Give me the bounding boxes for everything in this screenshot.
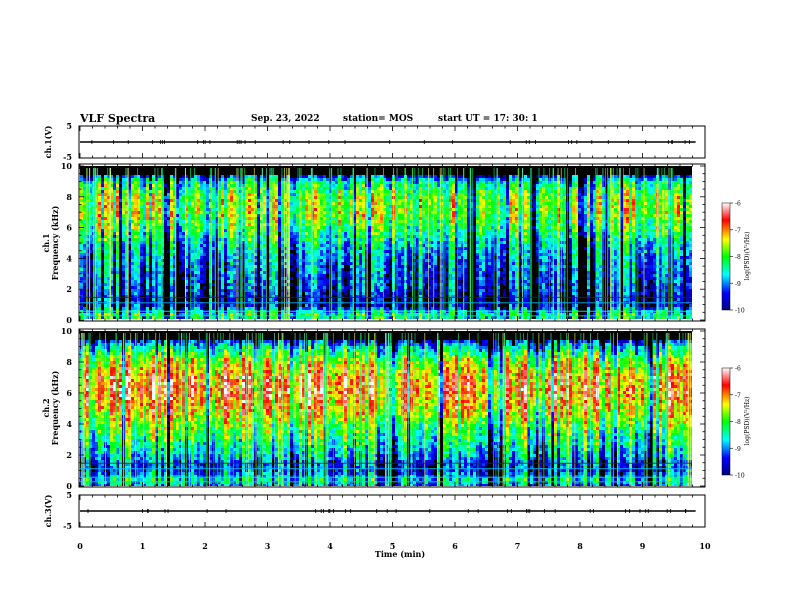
x-tick-label: 3 [265, 541, 271, 551]
y-tick-label: 0 [66, 315, 72, 325]
y-tick-label: -5 [63, 152, 72, 162]
colorbar-tick-label: -9 [735, 446, 741, 453]
ch1-colorbar-gradient [721, 202, 731, 311]
x-tick-label: 6 [452, 541, 458, 551]
colorbar-tick-label: -8 [735, 254, 741, 261]
y-tick-label: 6 [66, 388, 72, 398]
colorbar-tick-label: -6 [735, 201, 741, 208]
colorbar-tick-label: -7 [735, 227, 741, 234]
start-time-label: start UT = 17: 30: 1 [438, 114, 538, 124]
ch1-spec-ylabel-1: ch.1 [41, 233, 51, 252]
ch1-voltage-frame [78, 125, 706, 159]
x-tick-label: 8 [577, 541, 583, 551]
y-tick-label: 4 [66, 253, 72, 263]
chart-title: VLF Spectra [80, 112, 156, 125]
y-tick-label: 2 [66, 450, 72, 460]
ch2-spec-ylabel-1: ch.2 [41, 398, 51, 417]
x-tick-label: 4 [327, 541, 333, 551]
station-label: station= MOS [343, 114, 414, 124]
ch2-spectrogram-frame [78, 328, 706, 488]
ch3-voltage-trace [80, 509, 696, 513]
ch1-voltage-trace [80, 140, 696, 144]
ch1-volt-ylabel: ch.1(V) [43, 125, 53, 158]
x-tick-label: 7 [515, 541, 521, 551]
x-axis-label: Time (min) [375, 549, 425, 559]
ch1-spec-ylabel-2: Frequency (kHz) [50, 205, 60, 280]
colorbar-ticks: -6 -7 -8 -9 -10 -6 -7 -8 -9 -10 [730, 201, 745, 480]
colorbar-tick-label: -6 [735, 366, 741, 373]
x-tick-label: 5 [390, 541, 396, 551]
x-tick-label: 0 [77, 541, 83, 551]
ch1-spectrogram-frame [78, 163, 706, 322]
ch2-colorbar-gradient [721, 367, 731, 476]
y-tick-label: 10 [61, 326, 73, 336]
colorbar-tick-label: -9 [735, 281, 741, 288]
ch3-volt-ylabel: ch.3(V) [43, 494, 53, 527]
x-tick-label: 9 [640, 541, 646, 551]
y-tick-label: 8 [66, 192, 72, 202]
x-tick-label: 2 [202, 541, 208, 551]
y-tick-label: 0 [66, 481, 72, 491]
x-tick-label: 10 [699, 541, 711, 551]
colorbar-tick-label: -10 [735, 473, 745, 480]
y-tick-label: 5 [66, 121, 72, 131]
ch2-spectrogram [80, 331, 692, 486]
ch1-colorbar-label: log(PSD)(V²/Hz) [744, 232, 751, 281]
y-tick-label: 4 [66, 419, 72, 429]
colorbar-tick-label: -7 [735, 392, 741, 399]
date-label: Sep. 23, 2022 [251, 114, 320, 124]
y-tick-label: -5 [63, 521, 72, 531]
ch1-spectrogram [80, 166, 692, 319]
y-tick-label: 10 [61, 161, 73, 171]
colorbar-tick-label: -8 [735, 419, 741, 426]
y-tick-label: 5 [66, 490, 72, 500]
y-tick-label: 6 [66, 223, 72, 233]
ch2-colorbar-label: log(PSD)(V²/Hz) [744, 397, 751, 446]
ch3-voltage-frame [78, 494, 706, 528]
x-tick-label: 1 [140, 541, 146, 551]
colorbar-tick-label: -10 [735, 308, 745, 315]
y-tick-label: 8 [66, 357, 72, 367]
ch2-spec-ylabel-2: Frequency (kHz) [50, 370, 60, 445]
y-tick-label: 2 [66, 284, 72, 294]
